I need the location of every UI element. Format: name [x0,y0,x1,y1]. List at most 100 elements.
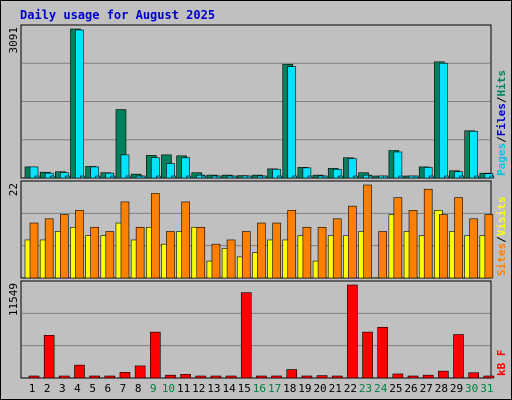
bar-kb-f-19 [301,375,313,379]
bar-sites-15 [241,231,251,279]
xtick-9: 9 [150,382,157,395]
xtick-3: 3 [59,382,66,395]
bar-sites-11 [181,201,190,279]
ytick-visits-sites: 22 [7,183,20,196]
bar-sites-3 [60,214,69,279]
bar-sites-2 [44,218,54,279]
bar-sites-17 [272,222,281,279]
bar-files-4 [75,29,84,179]
bar-kb-f-18 [286,369,298,379]
bar-kb-f-2 [43,335,55,379]
bar-pages-4 [80,175,85,179]
ytick-hits-files-pages: 3091 [7,27,20,54]
bar-sites-5 [90,226,99,279]
bar-files-19 [302,167,312,179]
xtick-7: 7 [120,382,127,395]
legend-part: Pages [495,143,508,176]
bar-kb-f-4 [74,364,85,379]
bar-sites-4 [75,210,84,279]
xtick-26: 26 [404,382,417,395]
legend-visits-sites: Sites/Visits [495,197,508,277]
legend-part: kB F [495,350,508,377]
legend-part: Sites [495,243,508,276]
bar-kb-f-14 [225,375,237,379]
bar-sites-18 [287,210,297,279]
bar-sites-20 [317,226,327,279]
bar-kb-f-17 [271,375,282,379]
bar-sites-26 [408,210,418,279]
bar-sites-31 [484,214,494,279]
xtick-2: 2 [44,382,51,395]
bar-sites-27 [423,188,433,279]
bar-kb-f-27 [422,374,434,379]
bar-files-5 [90,166,99,179]
bar-files-29 [454,171,463,179]
xtick-18: 18 [283,382,296,395]
bar-pages-17 [277,175,282,179]
bar-files-22 [348,158,357,179]
ytick-kbytes: 11549 [7,283,20,316]
bar-files-27 [423,167,433,179]
bar-sites-10 [166,231,175,279]
xtick-21: 21 [329,382,342,395]
legend-part: / [495,136,508,143]
xtick-14: 14 [222,382,236,395]
xtick-24: 24 [374,382,388,395]
bar-pages-1 [34,175,40,179]
bar-kb-f-12 [195,375,207,379]
xtick-11: 11 [177,382,190,395]
bar-sites-13 [211,243,221,279]
bar-files-2 [44,172,54,179]
bar-pages-14 [231,175,237,179]
bar-kb-f-24 [377,326,389,379]
bar-sites-21 [332,218,342,279]
bar-kb-f-5 [89,375,100,379]
bar-sites-1 [29,222,39,279]
bar-pages-11 [186,175,191,179]
xtick-19: 19 [298,382,311,395]
bar-pages-25 [398,175,404,179]
bar-kb-f-9 [149,331,161,379]
xtick-23: 23 [359,382,372,395]
bar-pages-31 [489,175,495,179]
bar-kb-f-15 [240,292,252,379]
bar-sites-8 [135,226,145,279]
bar-files-6 [105,172,115,179]
bar-pages-26 [413,175,419,179]
bar-kb-f-6 [104,375,116,379]
plot-area-kbytes [20,280,492,379]
xtick-12: 12 [192,382,205,395]
bar-pages-3 [65,175,70,179]
legend-part: Visits [495,197,508,237]
xtick-31: 31 [480,382,493,395]
bar-pages-8 [140,175,146,179]
bar-sites-28 [439,214,448,279]
bar-sites-29 [454,197,463,279]
xtick-17: 17 [268,382,281,395]
bar-pages-23 [368,175,373,179]
bar-pages-21 [337,175,343,179]
bar-pages-27 [428,175,434,179]
bar-pages-6 [110,175,116,179]
bar-kb-f-23 [362,331,373,379]
bar-kb-f-13 [210,375,222,379]
bar-sites-14 [226,239,236,279]
bar-kb-f-20 [316,375,328,379]
bar-files-3 [60,172,69,179]
xtick-28: 28 [435,382,448,395]
bar-kb-f-30 [468,372,479,379]
bar-sites-25 [393,197,403,279]
bar-kb-f-10 [165,374,176,379]
xtick-27: 27 [420,382,433,395]
bar-sites-30 [469,218,478,279]
bar-kb-f-7 [119,372,131,379]
xtick-30: 30 [465,382,478,395]
bar-pages-29 [459,175,464,179]
bar-pages-20 [322,175,328,179]
bar-files-17 [272,169,281,179]
bar-pages-22 [353,175,358,179]
legend-part: Files [495,103,508,136]
bar-files-18 [287,66,297,179]
xtick-13: 13 [207,382,220,395]
